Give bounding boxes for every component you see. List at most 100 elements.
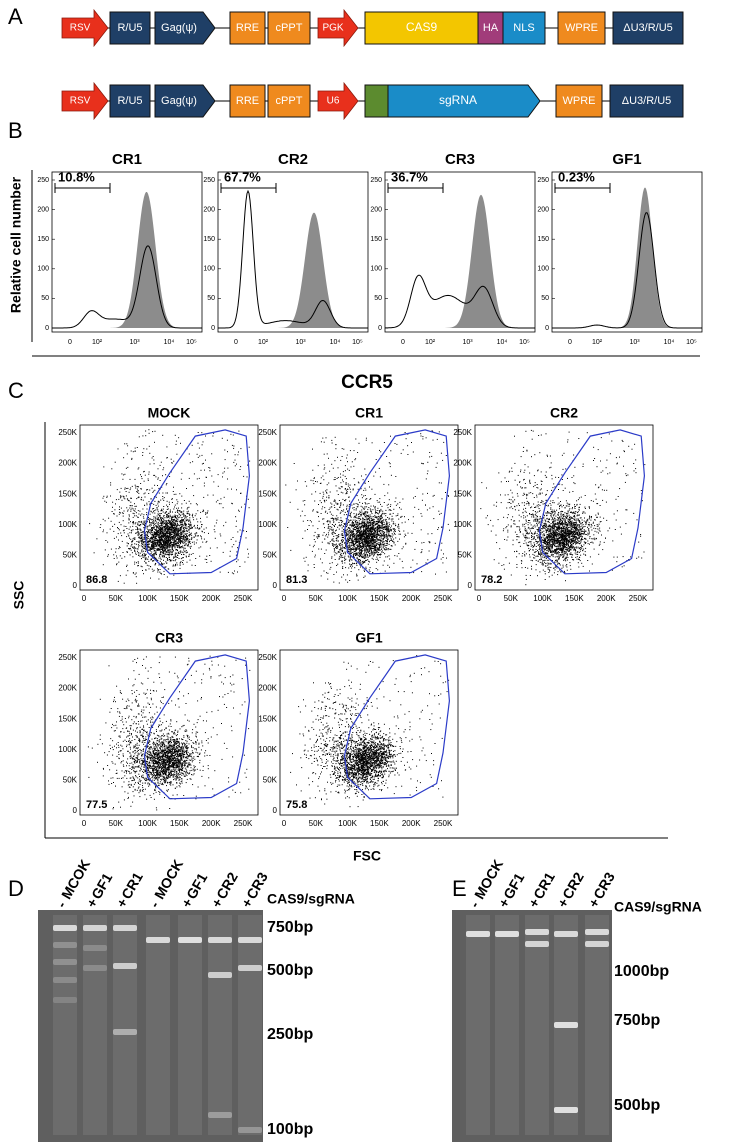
dot (361, 554, 363, 556)
dot (164, 552, 166, 554)
dot (368, 537, 370, 539)
dot (365, 531, 367, 533)
dot (206, 562, 208, 563)
dot (248, 446, 250, 448)
dot (386, 522, 388, 524)
dot (380, 526, 382, 528)
dot (162, 563, 164, 565)
dot (368, 534, 370, 536)
element-box (154, 11, 216, 45)
dot (366, 515, 368, 516)
dot (189, 514, 191, 516)
dot (130, 505, 132, 507)
dot (148, 546, 150, 548)
dot (167, 537, 169, 539)
dot (139, 552, 141, 554)
dot (161, 530, 163, 532)
element-label: NLS (513, 22, 534, 34)
dot (186, 537, 188, 539)
dot (369, 530, 371, 532)
dot (373, 524, 375, 526)
dot (186, 551, 188, 553)
dot (121, 499, 123, 501)
dot (174, 537, 176, 539)
dot (376, 548, 378, 549)
gate-value: 86.8 (86, 574, 107, 586)
dot (363, 555, 365, 557)
dot (168, 545, 170, 547)
dot (402, 567, 404, 569)
dot (363, 521, 365, 523)
dot (349, 500, 351, 502)
dot (356, 538, 358, 540)
dot (169, 545, 171, 547)
dot (188, 540, 190, 542)
dot (371, 528, 373, 530)
dot (364, 495, 366, 496)
dot (152, 554, 154, 556)
dot (150, 510, 152, 512)
dot (434, 542, 436, 544)
dot (180, 541, 182, 543)
dot (177, 557, 179, 558)
dot (153, 531, 155, 533)
dot (374, 527, 376, 529)
dot (140, 531, 142, 533)
dot (349, 565, 351, 567)
dot (146, 535, 148, 537)
dot (166, 457, 168, 458)
dot (334, 479, 336, 480)
dot (179, 533, 181, 534)
dot (175, 517, 177, 519)
dot (313, 567, 315, 568)
dot (318, 534, 320, 536)
dot (109, 528, 111, 530)
dot (368, 538, 369, 540)
dot (364, 541, 366, 543)
x-tick-label: 10⁴ (164, 339, 175, 346)
dot (384, 495, 386, 497)
dot (146, 514, 147, 516)
dot (186, 533, 188, 534)
dot (347, 543, 349, 545)
dot (333, 500, 335, 502)
dot (118, 521, 120, 523)
dot (370, 523, 372, 525)
dot (137, 532, 139, 534)
dot (343, 514, 345, 516)
dot (166, 509, 168, 510)
dot (154, 553, 155, 555)
dot (158, 578, 160, 580)
dot (381, 517, 383, 519)
dot (342, 471, 344, 473)
dot (383, 502, 385, 503)
dot (170, 553, 172, 555)
dot (162, 508, 164, 510)
dot (134, 505, 136, 507)
dot (150, 577, 151, 579)
dot (357, 579, 359, 581)
dot (176, 521, 178, 523)
dot (376, 549, 378, 551)
dot (366, 554, 368, 555)
dot (378, 552, 380, 553)
dot (146, 448, 148, 450)
dot (134, 547, 136, 549)
dot (149, 452, 151, 454)
dot (366, 548, 368, 550)
dot (387, 525, 389, 527)
dot (165, 554, 167, 556)
dot (219, 533, 221, 535)
dot (352, 548, 354, 550)
dot (192, 461, 194, 463)
dot (148, 568, 150, 570)
dot (162, 434, 164, 436)
dot (349, 542, 351, 544)
dot (161, 527, 163, 529)
dot (346, 493, 348, 494)
dot (134, 573, 136, 575)
dot (156, 527, 158, 529)
y-tick-label: 100 (370, 266, 382, 273)
plot-title: CR2 (278, 151, 308, 168)
dot (360, 540, 362, 541)
